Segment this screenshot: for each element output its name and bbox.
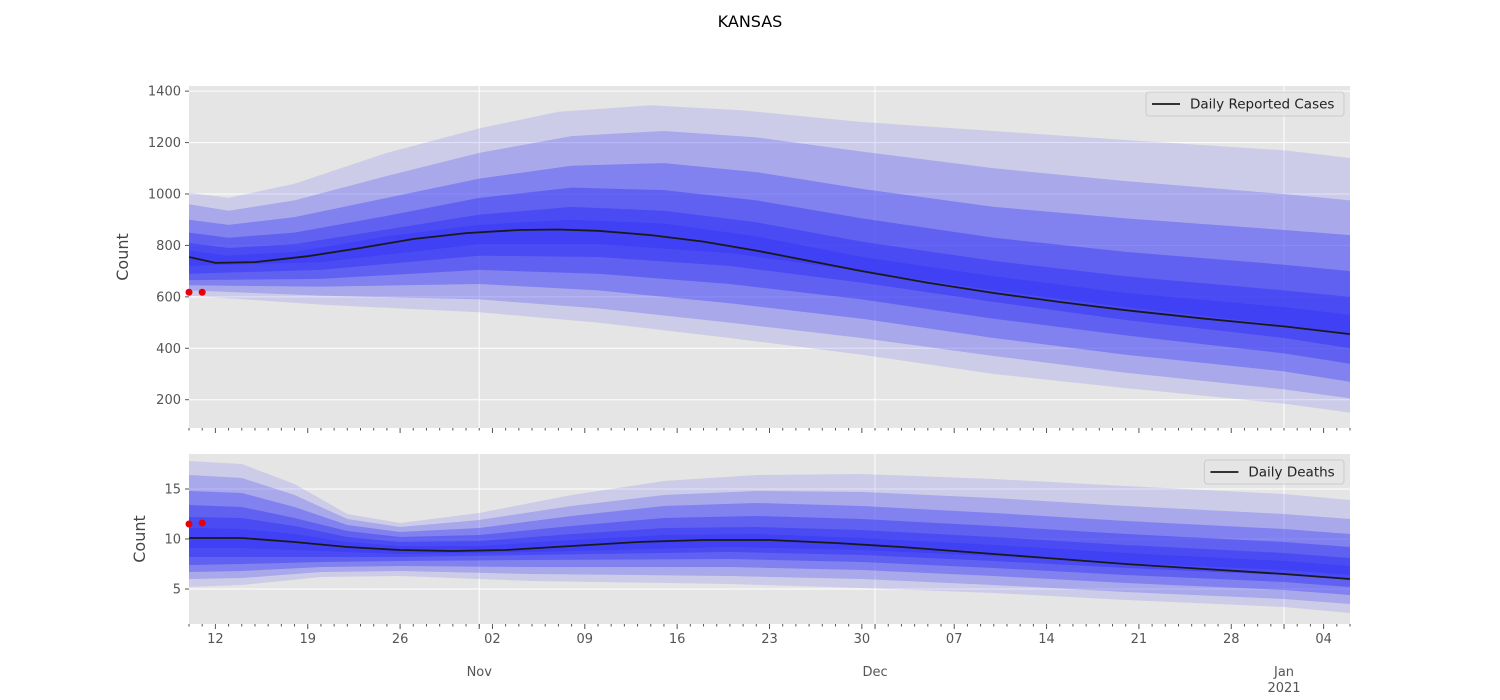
x-tick-label: 28	[1223, 632, 1240, 647]
y-axis-label: Count	[113, 233, 132, 281]
y-tick-label: 10	[164, 533, 181, 548]
x-month-label: Dec	[862, 665, 887, 680]
legend-label: Daily Deaths	[1248, 465, 1334, 481]
legend: Daily Reported Cases	[1145, 91, 1345, 117]
legend: Daily Deaths	[1203, 459, 1345, 485]
median-line	[189, 228, 1350, 335]
x-tick-label: 14	[1038, 632, 1055, 647]
y-tick-label: 1000	[148, 188, 181, 203]
legend-box	[1203, 459, 1345, 485]
y-axis-label: Count	[130, 515, 149, 563]
x-tick-label: 16	[669, 632, 686, 647]
observed-point	[198, 288, 206, 296]
y-tick-label: 200	[156, 393, 181, 408]
x-tick-label: 12	[207, 632, 224, 647]
x-tick-label: 07	[946, 632, 963, 647]
x-tick-label: 09	[577, 632, 594, 647]
legend-label: Daily Reported Cases	[1190, 97, 1334, 113]
forecast-band	[189, 219, 1350, 336]
y-tick-label: 400	[156, 342, 181, 357]
x-tick-label: 23	[761, 632, 778, 647]
x-tick-label: 21	[1131, 632, 1148, 647]
observed-point	[185, 288, 193, 296]
y-tick-label: 15	[164, 483, 181, 498]
x-tick-label: 30	[854, 632, 871, 647]
cases-panel: 200 400 600 800 1000 1200 1400 Count Daily Repor…	[113, 85, 1351, 433]
x-tick-label: 04	[1315, 632, 1332, 647]
x-tick-label: 26	[392, 632, 409, 647]
figure-title: KANSAS	[718, 12, 783, 31]
x-year-label: 2021	[1267, 681, 1300, 696]
x-month-label: Jan	[1273, 665, 1294, 680]
median-line	[189, 537, 1350, 580]
y-tick-label: 1200	[148, 136, 181, 151]
y-tick-label: 800	[156, 239, 181, 254]
observed-point	[185, 520, 193, 528]
x-tick-label: 19	[299, 632, 316, 647]
forecast-band	[189, 517, 1350, 580]
legend-box	[1145, 91, 1345, 117]
y-tick-label: 600	[156, 290, 181, 305]
y-tick-label: 5	[173, 583, 181, 598]
forecast-band	[189, 528, 1350, 575]
deaths-panel: 5 10 15 Count Daily Deaths	[130, 454, 1351, 629]
x-tick-label: 02	[484, 632, 501, 647]
y-tick-label: 1400	[148, 85, 181, 100]
observed-point	[198, 519, 206, 527]
x-month-label: Nov	[467, 665, 493, 680]
